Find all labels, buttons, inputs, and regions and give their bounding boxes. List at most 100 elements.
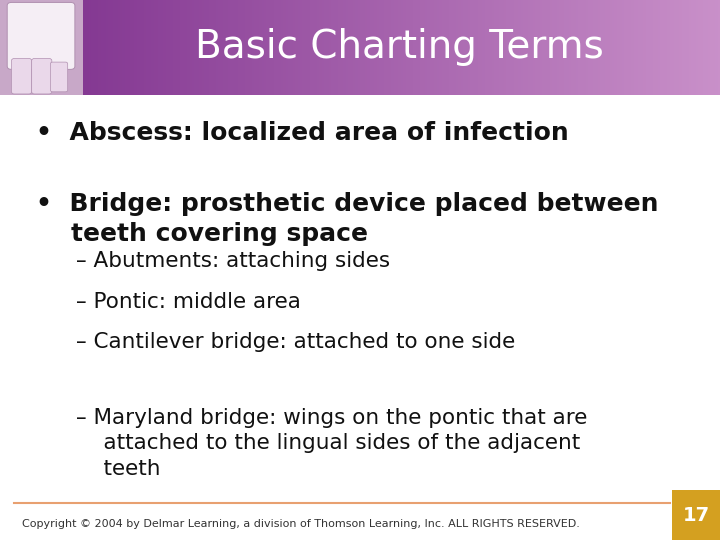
- Bar: [343, 0, 346, 94]
- Bar: [713, 0, 716, 94]
- Bar: [53, 0, 56, 94]
- Bar: [261, 0, 265, 94]
- Bar: [67, 0, 71, 94]
- Bar: [511, 0, 514, 94]
- Bar: [540, 0, 543, 94]
- Text: •  Abscess: localized area of infection: • Abscess: localized area of infection: [36, 122, 569, 145]
- Bar: [595, 0, 598, 94]
- Bar: [355, 0, 359, 94]
- Bar: [0, 0, 83, 94]
- Bar: [413, 0, 416, 94]
- Bar: [667, 0, 670, 94]
- Bar: [146, 0, 150, 94]
- Bar: [103, 0, 107, 94]
- Bar: [394, 0, 397, 94]
- Bar: [156, 0, 159, 94]
- Bar: [624, 0, 627, 94]
- Bar: [427, 0, 431, 94]
- Bar: [415, 0, 418, 94]
- Bar: [677, 0, 680, 94]
- Bar: [626, 0, 629, 94]
- Bar: [362, 0, 366, 94]
- Bar: [545, 0, 548, 94]
- Bar: [430, 0, 433, 94]
- Bar: [444, 0, 447, 94]
- Bar: [682, 0, 685, 94]
- Bar: [36, 0, 39, 94]
- Bar: [504, 0, 507, 94]
- Bar: [634, 0, 636, 94]
- Bar: [149, 0, 152, 94]
- Bar: [492, 0, 495, 94]
- Bar: [91, 0, 94, 94]
- Bar: [689, 0, 692, 94]
- Bar: [139, 0, 143, 94]
- Bar: [401, 0, 404, 94]
- Bar: [279, 0, 282, 94]
- Bar: [643, 0, 647, 94]
- Bar: [322, 0, 325, 94]
- Bar: [612, 0, 615, 94]
- Bar: [264, 0, 267, 94]
- Bar: [266, 0, 269, 94]
- Bar: [346, 0, 348, 94]
- Bar: [499, 0, 503, 94]
- Bar: [502, 0, 505, 94]
- Bar: [629, 0, 632, 94]
- Bar: [639, 0, 642, 94]
- Bar: [329, 0, 332, 94]
- Bar: [463, 0, 467, 94]
- Bar: [554, 0, 557, 94]
- Bar: [182, 0, 186, 94]
- Bar: [168, 0, 171, 94]
- Bar: [698, 0, 701, 94]
- Bar: [526, 0, 528, 94]
- Bar: [19, 0, 22, 94]
- Bar: [120, 0, 123, 94]
- Bar: [55, 0, 58, 94]
- Bar: [593, 0, 596, 94]
- Bar: [238, 0, 240, 94]
- Text: – Abutments: attaching sides: – Abutments: attaching sides: [76, 251, 390, 271]
- Bar: [94, 0, 96, 94]
- Bar: [578, 0, 582, 94]
- Bar: [382, 0, 384, 94]
- Bar: [281, 0, 284, 94]
- Bar: [621, 0, 625, 94]
- Bar: [706, 0, 708, 94]
- Bar: [283, 0, 287, 94]
- FancyBboxPatch shape: [7, 3, 75, 70]
- Bar: [14, 0, 17, 94]
- Bar: [185, 0, 188, 94]
- Bar: [437, 0, 440, 94]
- Bar: [101, 0, 104, 94]
- Bar: [449, 0, 452, 94]
- Bar: [718, 0, 720, 94]
- Bar: [389, 0, 392, 94]
- Bar: [216, 0, 219, 94]
- Bar: [405, 0, 409, 94]
- Bar: [672, 0, 675, 94]
- Bar: [583, 0, 586, 94]
- Bar: [549, 0, 553, 94]
- Bar: [48, 0, 51, 94]
- Bar: [161, 0, 164, 94]
- Bar: [137, 0, 140, 94]
- Bar: [703, 0, 706, 94]
- Bar: [269, 0, 272, 94]
- Bar: [58, 0, 60, 94]
- Bar: [77, 0, 80, 94]
- Bar: [163, 0, 166, 94]
- Bar: [696, 0, 699, 94]
- Bar: [310, 0, 312, 94]
- Bar: [701, 0, 704, 94]
- Bar: [307, 0, 310, 94]
- Bar: [567, 0, 570, 94]
- Bar: [670, 0, 672, 94]
- Bar: [5, 0, 8, 94]
- Bar: [81, 0, 85, 94]
- Bar: [480, 0, 483, 94]
- Bar: [84, 0, 87, 94]
- Bar: [384, 0, 387, 94]
- Bar: [360, 0, 363, 94]
